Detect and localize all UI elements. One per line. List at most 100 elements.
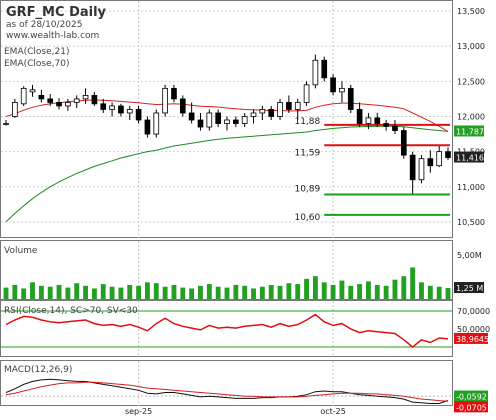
level-label: 10,60 — [294, 213, 320, 223]
volume-title: Volume — [4, 246, 38, 256]
candle-body — [365, 117, 372, 124]
candle-body — [197, 119, 204, 128]
candle-body — [445, 151, 451, 158]
volume-bar — [100, 284, 106, 299]
volume-bar — [145, 282, 150, 299]
volume-bar — [410, 267, 416, 299]
candle-body — [171, 87, 177, 100]
volume-bar — [171, 284, 177, 299]
candle-body — [268, 109, 275, 117]
candle-body — [321, 59, 328, 79]
ema70-line — [5, 125, 449, 223]
volume-bar — [91, 288, 97, 299]
macd-last-box — [454, 390, 488, 402]
candle-body — [100, 103, 107, 110]
last-value-label: 11,787 — [456, 127, 484, 136]
volume-bar — [56, 284, 62, 299]
plot-area — [3, 54, 451, 404]
candle-body — [312, 59, 319, 86]
candle-body — [12, 102, 18, 117]
candle-body — [400, 130, 407, 156]
price-y-tick-label: 13,000 — [457, 42, 485, 51]
macd-last-box — [454, 401, 488, 413]
candle-body — [277, 102, 283, 117]
volume-bar — [12, 284, 18, 299]
volume-bar — [374, 284, 380, 299]
volume-bar — [366, 281, 371, 299]
candle-body — [109, 105, 115, 110]
volume-bar — [401, 276, 407, 299]
macd-signal-line — [5, 381, 449, 402]
volume-bar — [392, 279, 398, 299]
volume-bar — [65, 287, 71, 299]
legend-ema70: EMA(Close,70) — [4, 59, 69, 69]
volume-bar — [304, 278, 309, 299]
volume-bar — [286, 283, 292, 299]
candle-body — [65, 102, 71, 107]
rsi-y-tick-label: 70,0000 — [457, 307, 490, 316]
volume-bar — [3, 287, 9, 299]
candle-body — [392, 125, 398, 131]
candle-body — [144, 119, 151, 135]
candle-body — [135, 109, 142, 121]
x-tick-label: sep-25 — [125, 407, 152, 416]
volume-bar — [189, 288, 195, 299]
volume-last-box — [454, 282, 484, 294]
legend-ema21: EMA(Close,21) — [4, 47, 69, 57]
candle-body — [162, 87, 168, 114]
volume-bar — [162, 286, 168, 299]
rsi-title: RSI(Close,14), SC>70, SV<30 — [4, 306, 138, 316]
volume-last-label: 1,25 M — [456, 284, 483, 293]
volume-bar — [427, 285, 433, 299]
volume-bar — [21, 288, 27, 299]
volume-bar — [436, 286, 442, 299]
volume-bar — [118, 287, 124, 299]
last-value-box — [454, 125, 484, 137]
candle-body — [3, 123, 9, 125]
rsi-last-label: 38,9645 — [456, 335, 489, 344]
volume-bar — [251, 288, 256, 299]
as-of-date: as of 28/10/2025 — [6, 20, 82, 30]
volume-bar — [295, 284, 301, 299]
candle-body — [56, 102, 62, 107]
volume-bar — [445, 288, 451, 299]
candle-body — [241, 116, 248, 124]
macd-last-label: -0,0705 — [456, 403, 487, 412]
volume-bar — [259, 286, 265, 299]
candle-body — [418, 158, 425, 181]
candle-body — [347, 87, 354, 110]
volume-bar — [109, 286, 115, 299]
volume-y-tick-label: 5,00M — [457, 251, 482, 260]
candle-body — [409, 154, 416, 181]
volume-bar — [224, 287, 230, 299]
candle-body — [356, 109, 363, 124]
macd-line — [5, 378, 449, 404]
volume-bar — [215, 286, 221, 299]
candle-body — [118, 105, 124, 114]
candle-body — [250, 112, 257, 117]
rsi-y-tick-label: 50,0000 — [457, 325, 490, 334]
macd-title: MACD(12,26,9) — [4, 365, 72, 375]
volume-bar — [348, 285, 354, 299]
volume-bar — [38, 285, 44, 299]
x-tick-label: oct-25 — [320, 407, 346, 416]
level-label: 10,89 — [294, 185, 320, 195]
volume-bar — [321, 282, 327, 299]
macd-last-label: -0,0592 — [456, 393, 487, 402]
last-value-box — [454, 151, 484, 163]
candle-body — [38, 94, 45, 100]
volume-bar — [83, 285, 88, 299]
candle-body — [330, 77, 336, 93]
candle-body — [91, 94, 98, 105]
volume-bar — [419, 282, 424, 299]
volume-bar — [357, 284, 363, 299]
candle-body — [179, 98, 186, 114]
candle-body — [339, 87, 345, 93]
candle-body — [224, 119, 230, 124]
volume-bar — [277, 285, 283, 299]
volume-bar — [30, 282, 35, 299]
candle-body — [126, 109, 133, 114]
volume-bar — [330, 284, 336, 299]
candle-body — [215, 112, 221, 124]
candle-body — [82, 94, 89, 100]
